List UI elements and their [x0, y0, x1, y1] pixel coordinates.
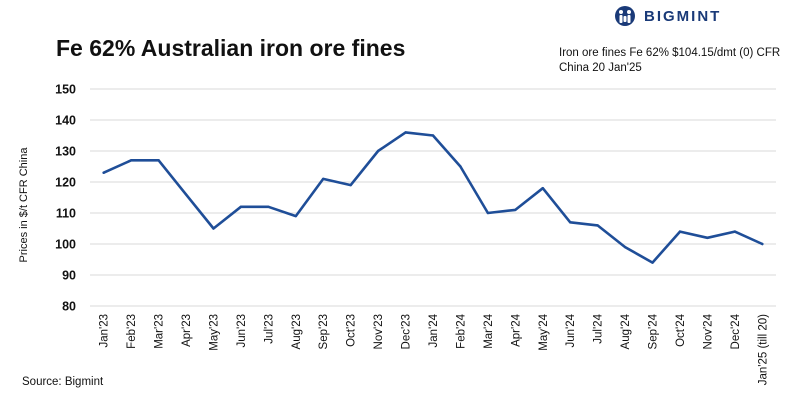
price-annotation: Iron ore fines Fe 62% $104.15/dmt (0) CF… [559, 47, 781, 74]
x-tick-label: Sep'24 [648, 313, 660, 349]
data-point [651, 261, 654, 264]
x-tick-label: Dec'24 [730, 313, 742, 349]
y-tick-label: 130 [55, 145, 76, 159]
data-point [157, 159, 160, 162]
data-point [212, 227, 215, 230]
y-tick-label: 150 [55, 83, 76, 97]
data-point [267, 205, 270, 208]
x-tick-label: Oct'23 [346, 314, 358, 347]
x-tick-label: Jan'25 (till 20) [757, 314, 769, 385]
data-point [376, 149, 380, 153]
x-tick-label: Nov'24 [702, 313, 714, 349]
data-point [678, 230, 682, 233]
x-tick-label: Mar'24 [483, 313, 495, 348]
data-point [459, 165, 462, 168]
brand-logo-icon [615, 6, 635, 26]
data-point [129, 159, 133, 162]
y-tick-label: 140 [55, 114, 76, 128]
source-note: Source: Bigmint [22, 376, 104, 388]
y-tick-label: 110 [56, 207, 76, 221]
y-tick-label: 120 [55, 176, 76, 190]
data-point [239, 205, 243, 208]
data-point [541, 187, 544, 190]
x-tick-label: Feb'23 [126, 314, 138, 349]
x-tick-label: Mar'23 [154, 314, 166, 349]
data-point [486, 211, 490, 215]
data-point [349, 183, 352, 187]
data-point [733, 230, 737, 233]
x-tick-label: Oct'24 [675, 313, 687, 346]
data-point [184, 193, 188, 196]
x-tick-label: Jul'24 [593, 313, 605, 343]
x-tick-label: Aug'24 [620, 313, 632, 349]
chart-title: Fe 62% Australian iron ore fines [56, 35, 406, 61]
data-point [431, 134, 435, 137]
data-point [102, 171, 105, 174]
x-tick-label: Apr'23 [181, 314, 193, 347]
x-tick-label: Aug'23 [291, 314, 303, 349]
data-point [706, 236, 709, 239]
x-tick-label: Feb'24 [455, 313, 467, 348]
x-tick-label: Apr'24 [510, 313, 522, 346]
x-tick-label: Jun'23 [236, 314, 248, 348]
x-tick-label: Dec'23 [401, 314, 413, 349]
brand-logo: BIGMINT [612, 4, 721, 28]
x-tick-label: Jan'23 [99, 314, 111, 348]
data-point [569, 221, 572, 224]
y-tick-label: 90 [62, 269, 76, 283]
data-point [514, 208, 517, 212]
data-point [596, 224, 599, 227]
x-tick-label: Jul'23 [263, 314, 275, 344]
brand-name: BIGMINT [644, 7, 722, 25]
data-point [623, 245, 627, 249]
x-tick-label: Jan'24 [428, 313, 440, 347]
series-line [102, 131, 764, 264]
x-tick-label: Sep'23 [318, 314, 330, 349]
data-point [294, 214, 297, 218]
data-point [322, 177, 325, 181]
data-point [404, 131, 407, 134]
x-tick-label: May'23 [208, 314, 220, 351]
y-tick-label: 80 [62, 300, 76, 314]
y-tick-label: 100 [55, 238, 76, 252]
x-tick-label: May'24 [538, 313, 550, 350]
x-tick-label: Nov'23 [373, 314, 385, 349]
x-tick-label: Jun'24 [565, 313, 577, 347]
data-point [761, 242, 764, 246]
